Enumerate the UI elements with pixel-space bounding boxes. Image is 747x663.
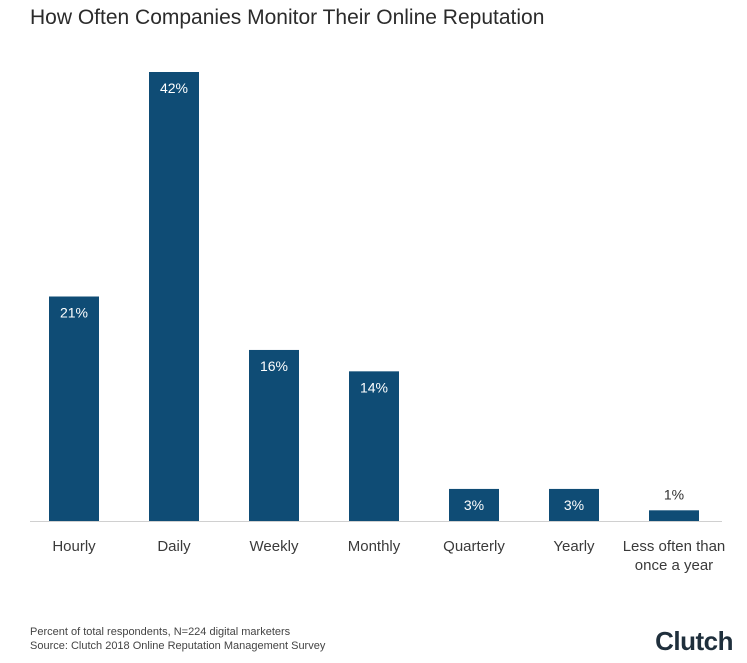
- value-label-6: 3%: [564, 497, 584, 513]
- bar-6: [549, 488, 599, 521]
- logo-text: Clutch: [655, 626, 733, 656]
- bar-1: [49, 296, 99, 521]
- bar-7: [649, 510, 699, 521]
- value-label-5: 3%: [464, 497, 484, 513]
- category-label-3: Weekly: [250, 538, 299, 555]
- category-label-7: Less often than once a year: [623, 538, 726, 574]
- bar-4: [349, 371, 399, 521]
- category-label-4: Monthly: [348, 538, 401, 555]
- clutch-logo: Clutch: [655, 626, 733, 657]
- bar-2: [149, 72, 199, 521]
- value-label-3: 16%: [260, 358, 288, 374]
- bar-5: [449, 488, 499, 521]
- value-label-4: 14%: [360, 379, 388, 395]
- value-label-2: 42%: [160, 80, 188, 96]
- category-label-6: Yearly: [553, 538, 595, 555]
- category-label-5: Quarterly: [443, 538, 505, 555]
- bar-3: [249, 349, 299, 521]
- category-label-2: Daily: [157, 538, 191, 555]
- value-label-1: 21%: [60, 305, 88, 321]
- footnote-respondents: Percent of total respondents, N=224 digi…: [30, 626, 291, 638]
- footnote: Percent of total respondents, N=224 digi…: [30, 625, 325, 653]
- value-label-7: 1%: [664, 486, 684, 502]
- chart-title: How Often Companies Monitor Their Online…: [30, 6, 545, 29]
- category-label-1: Hourly: [52, 538, 96, 555]
- footnote-source: Source: Clutch 2018 Online Reputation Ma…: [30, 640, 326, 652]
